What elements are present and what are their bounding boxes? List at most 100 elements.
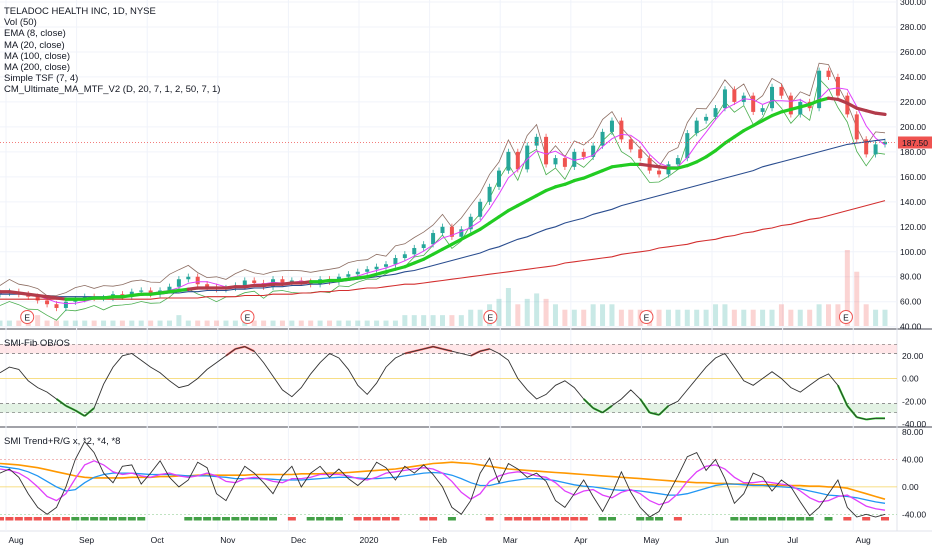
volume-bar	[411, 315, 417, 326]
smi-fib-tick-label: 0.00	[902, 374, 919, 384]
trend-signal-block	[259, 517, 268, 521]
volume-bar	[694, 309, 700, 326]
volume-bar	[430, 315, 436, 326]
candle-body	[346, 274, 351, 277]
candle-body	[176, 279, 181, 287]
earnings-marker-label: E	[843, 313, 849, 323]
candle-body	[515, 151, 520, 170]
ma50-segment	[535, 188, 548, 198]
candle-body	[421, 244, 426, 249]
legend-tsf[interactable]: Simple TSF (7, 4)	[4, 73, 79, 85]
earnings-marker-label: E	[24, 313, 30, 323]
volume-bar	[110, 320, 116, 326]
volume-bar	[298, 320, 304, 326]
ma50-segment	[864, 109, 878, 115]
candle-body	[374, 266, 379, 270]
earnings-marker	[240, 310, 255, 324]
trend-signal-block	[250, 517, 259, 521]
candle-body	[854, 114, 859, 140]
volume-bar	[308, 320, 314, 326]
trend-signal-block	[212, 517, 221, 521]
trend-signal-block	[786, 517, 795, 521]
price-tick-label: 40.00	[900, 322, 922, 332]
ma50-segment	[723, 135, 736, 145]
volume-bar	[345, 320, 351, 326]
trend-signal-block	[673, 517, 682, 521]
earnings-marker-label: E	[245, 313, 251, 323]
legend-cm-ultimate[interactable]: CM_Ultimate_MA_MTF_V2 (D, 20, 7, 1, 2, 5…	[4, 84, 221, 96]
trend-signal-block	[645, 517, 654, 521]
legend-ma200[interactable]: MA (200, close)	[4, 62, 70, 74]
candle-body	[280, 279, 285, 283]
volume-bar	[760, 309, 766, 326]
volume-bar	[270, 320, 276, 326]
volume-bar	[684, 309, 690, 326]
candle-body	[562, 158, 567, 167]
trend-signal-block	[184, 517, 193, 521]
last-price-badge	[898, 136, 932, 149]
time-tick-label: Jul	[787, 535, 798, 545]
price-tick-label: 280.00	[900, 22, 926, 32]
ma200-line	[0, 200, 886, 300]
ma50-segment	[713, 141, 727, 153]
legend-ma20[interactable]: MA (20, close)	[4, 39, 65, 51]
volume-bar	[53, 320, 59, 326]
ma50-segment	[459, 232, 473, 241]
volume-bar	[854, 271, 860, 326]
candle-body	[638, 149, 643, 159]
volume-bar	[581, 309, 587, 326]
volume-bar	[863, 304, 869, 326]
ma50-segment	[761, 114, 774, 123]
volume-bar	[835, 304, 841, 326]
legend-vol[interactable]: Vol (50)	[4, 17, 37, 29]
volume-bar	[289, 320, 295, 326]
ma50-segment	[836, 97, 849, 105]
candle-body	[139, 290, 144, 292]
volume-bar	[628, 309, 634, 326]
volume-bar	[402, 315, 408, 326]
candle-body	[355, 271, 360, 275]
ma50-segment	[497, 208, 511, 219]
volume-bar	[505, 288, 511, 326]
candle-body	[873, 144, 878, 155]
legend-ma100[interactable]: MA (100, close)	[4, 50, 70, 62]
trend-signal-block	[636, 517, 645, 521]
ma50-segment	[553, 182, 567, 189]
candle-body	[242, 280, 247, 286]
trend-signal-block	[269, 517, 278, 521]
smi-trend-title[interactable]: SMI Trend+R/G x, *2, *4, *8	[4, 436, 121, 447]
trend-signal-block	[542, 517, 551, 521]
volume-bar	[223, 320, 229, 326]
ma50-segment	[384, 267, 398, 274]
smi-fib-title[interactable]: SMI-Fib OB/OS	[4, 338, 70, 349]
volume-bar	[515, 304, 521, 326]
ma50-segment	[676, 163, 689, 170]
candle-body	[581, 151, 586, 157]
volume-bar	[665, 309, 671, 326]
symbol-title[interactable]: TELADOC HEALTH INC, 1D, NYSE	[4, 6, 156, 17]
candle-body	[487, 186, 492, 202]
price-tick-label: 180.00	[900, 147, 926, 157]
trend-signal-block	[523, 517, 532, 521]
candle-body	[779, 86, 784, 96]
ma50-segment	[572, 176, 586, 183]
trend-signal-block	[240, 517, 249, 521]
trend-signal-block	[33, 517, 42, 521]
trend-signal-block	[325, 517, 334, 521]
ma50-segment	[506, 203, 520, 213]
trend-signal-block	[768, 517, 777, 521]
ma50-segment	[685, 160, 699, 168]
candle-body	[675, 158, 680, 165]
candle-body	[393, 258, 398, 265]
legend-ema[interactable]: EMA (8, close)	[4, 28, 66, 40]
trend-signal-block	[824, 517, 833, 521]
ma50-segment	[393, 265, 407, 271]
candle-body	[0, 292, 2, 295]
ma50-segment	[742, 124, 755, 133]
volume-bar	[6, 320, 12, 326]
price-tick-label: 240.00	[900, 72, 926, 82]
candle-body	[440, 226, 445, 234]
volume-bar	[421, 315, 427, 326]
